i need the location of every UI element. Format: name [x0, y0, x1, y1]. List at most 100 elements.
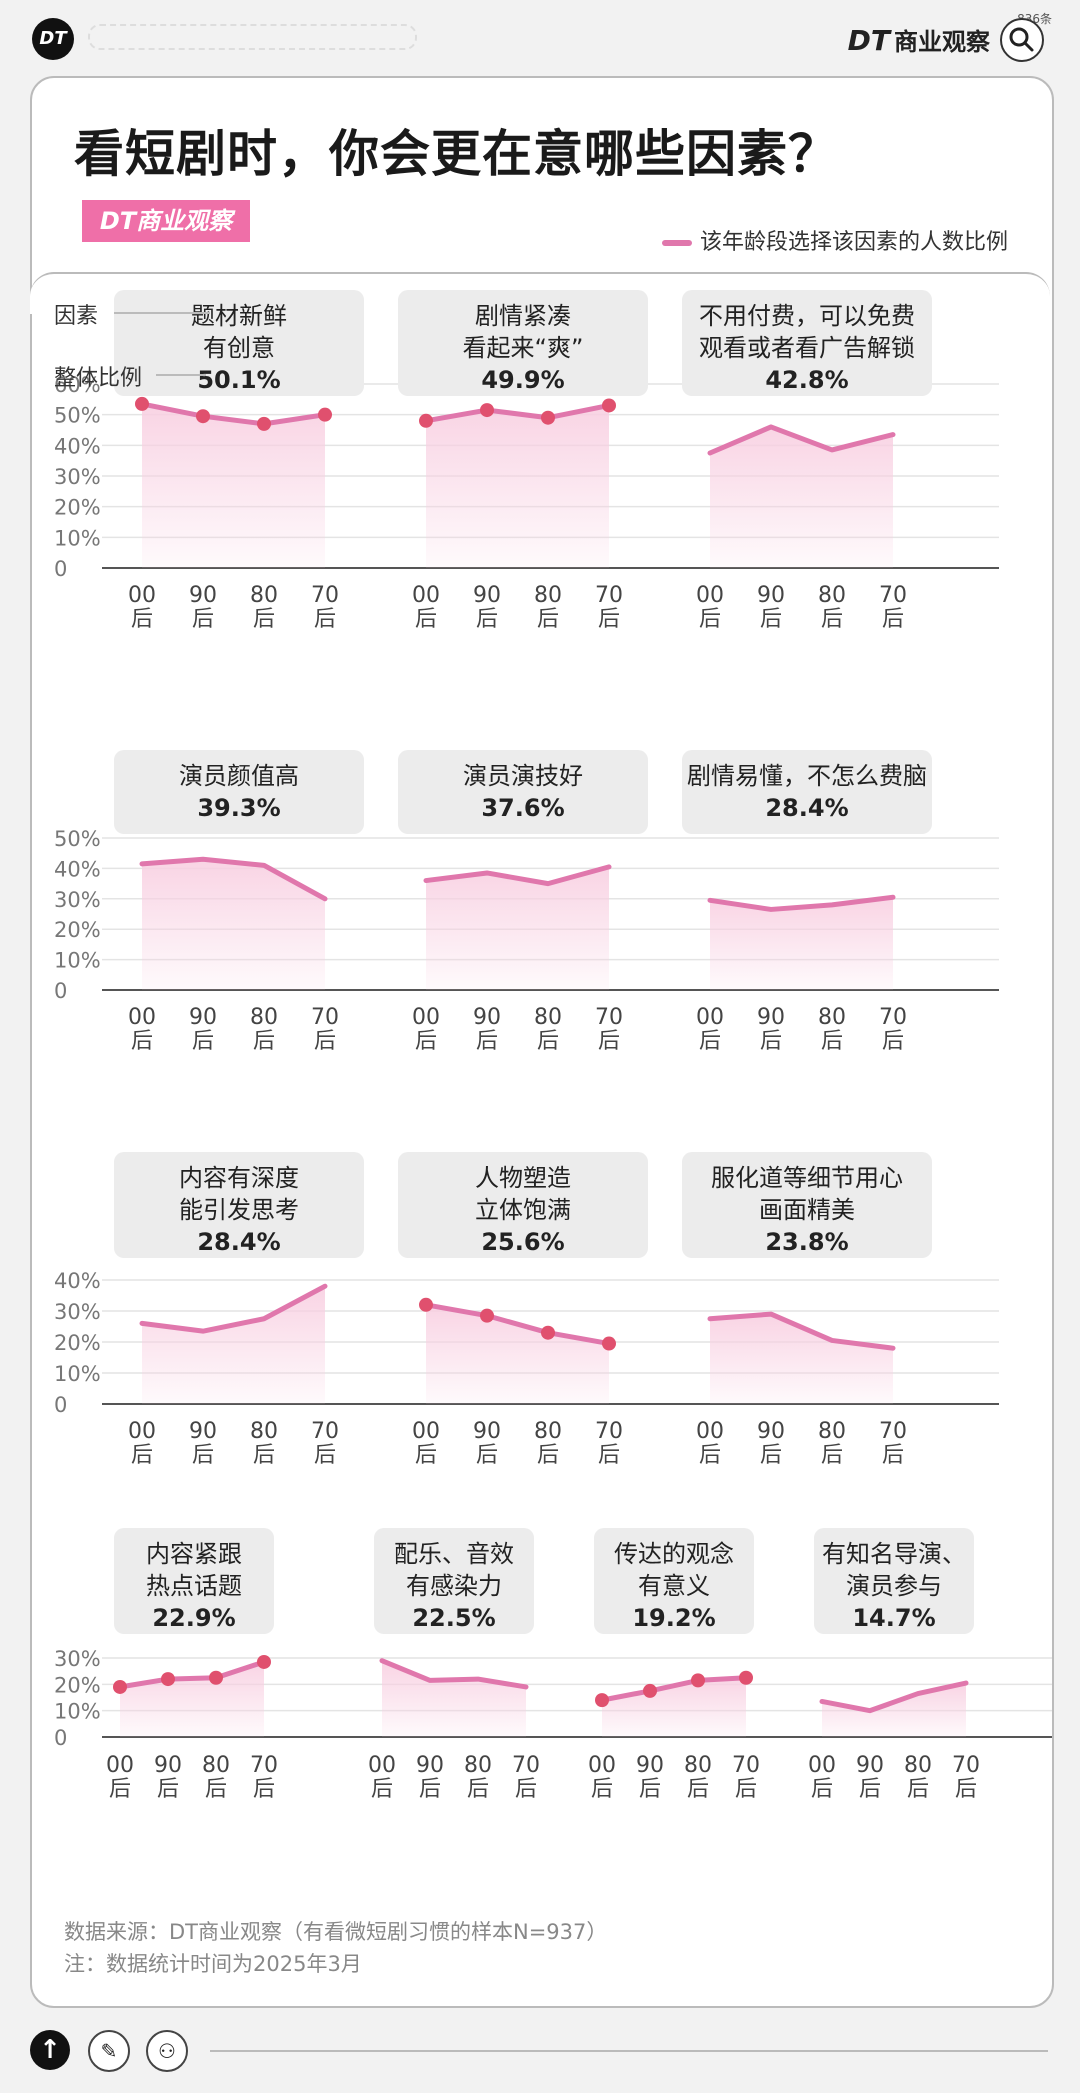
y-tick-label: 20%: [54, 1331, 101, 1355]
factor-box: [114, 1528, 274, 1634]
series-area: [142, 403, 325, 568]
x-tick-label: 00: [696, 1005, 724, 1030]
x-tick-label: 00: [412, 1419, 440, 1444]
x-tick-label: 70: [595, 1419, 623, 1444]
overall-value: 25.6%: [481, 1228, 564, 1256]
series-line: [819, 1680, 969, 1714]
factor-label: 演员演技好: [463, 762, 583, 790]
x-tick-label: 90: [757, 1005, 785, 1030]
x-tick-label: 后: [537, 1029, 559, 1054]
y-tick-label: 0: [54, 1726, 67, 1750]
y-tick-label: 40%: [54, 857, 101, 881]
factor-label: 内容有深度: [179, 1164, 299, 1192]
series-area: [382, 1660, 526, 1737]
x-tick-label: 80: [202, 1753, 230, 1778]
profile-button[interactable]: ⚇: [146, 2030, 188, 2072]
x-tick-label: 后: [821, 1443, 843, 1468]
data-point: [419, 413, 433, 428]
y-tick-label: 40%: [54, 1269, 101, 1293]
x-tick-label: 00: [106, 1753, 134, 1778]
overall-value: 49.9%: [481, 366, 564, 394]
hint-overall: 整体比例: [54, 366, 143, 391]
data-point: [318, 407, 332, 422]
page-title: 看短剧时，你会更在意哪些因素？: [74, 125, 839, 183]
data-point: [643, 1683, 657, 1698]
factor-box: [682, 750, 932, 834]
x-tick-label: 后: [253, 1777, 275, 1802]
y-tick-label: 50%: [54, 827, 101, 851]
hint-factor: 因素: [54, 304, 99, 329]
x-tick-label: 70: [311, 583, 339, 608]
hint-factor-line: [114, 312, 210, 314]
x-tick-label: 后: [253, 607, 275, 632]
legend-label: 该年龄段选择该因素的人数比例: [699, 230, 1008, 255]
x-tick-label: 70: [732, 1753, 760, 1778]
x-tick-label: 后: [314, 607, 336, 632]
x-tick-label: 后: [760, 1029, 782, 1054]
series-line: [423, 864, 612, 887]
x-tick-label: 后: [699, 607, 721, 632]
x-tick-label: 80: [250, 1419, 278, 1444]
x-tick-label: 后: [882, 607, 904, 632]
scroll-top-button[interactable]: ↑: [30, 2030, 70, 2070]
brand-badge: DT商业观察: [82, 200, 250, 242]
data-point: [419, 1297, 433, 1312]
x-tick-label: 00: [128, 583, 156, 608]
x-tick-label: 后: [415, 1029, 437, 1054]
x-tick-label: 00: [696, 583, 724, 608]
x-tick-label: 后: [687, 1777, 709, 1802]
x-tick-label: 00: [128, 1419, 156, 1444]
top-bar: DT 836条 DT 商业观察: [0, 0, 1080, 76]
data-point: [541, 1325, 555, 1340]
x-tick-label: 后: [760, 1443, 782, 1468]
x-tick-label: 后: [821, 607, 843, 632]
x-tick-label: 00: [696, 1419, 724, 1444]
edit-button[interactable]: ✎: [88, 2030, 130, 2072]
source-text: 数据来源：DT商业观察（有看微短剧习惯的样本N=937）: [64, 1920, 608, 1944]
x-tick-label: 后: [476, 607, 498, 632]
y-tick-label: 30%: [54, 1300, 101, 1324]
x-tick-label: 90: [757, 1419, 785, 1444]
bottom-divider: [210, 2050, 1048, 2052]
x-tick-label: 00: [128, 1005, 156, 1030]
factor-label: 剧情易懂，不怎么费脑: [687, 762, 927, 790]
x-tick-label: 后: [419, 1777, 441, 1802]
y-tick-label: 50%: [54, 404, 101, 428]
x-tick-label: 90: [473, 1005, 501, 1030]
x-tick-label: 后: [109, 1777, 131, 1802]
x-tick-label: 后: [415, 1443, 437, 1468]
x-tick-label: 70: [250, 1753, 278, 1778]
x-tick-label: 后: [821, 1029, 843, 1054]
series-line: [139, 1283, 328, 1334]
series-line: [707, 894, 896, 912]
x-tick-label: 后: [192, 607, 214, 632]
x-tick-label: 后: [476, 1443, 498, 1468]
data-point: [739, 1670, 753, 1685]
address-bar[interactable]: [88, 24, 417, 50]
y-tick-label: 0: [54, 1393, 67, 1417]
factor-box: [398, 750, 648, 834]
x-tick-label: 70: [512, 1753, 540, 1778]
y-tick-label: 0: [54, 557, 67, 581]
x-tick-label: 90: [189, 1005, 217, 1030]
x-tick-label: 80: [818, 1005, 846, 1030]
note-text: 注：数据统计时间为2025年3月: [64, 1952, 362, 1976]
y-tick-label: 60%: [54, 373, 101, 397]
x-tick-label: 00: [412, 1005, 440, 1030]
data-point: [541, 410, 555, 425]
site-logo[interactable]: DT: [32, 18, 74, 60]
factor-label: 看起来“爽”: [463, 334, 584, 362]
series-line: [139, 401, 328, 427]
x-tick-label: 后: [598, 1029, 620, 1054]
x-tick-label: 后: [955, 1777, 977, 1802]
x-tick-label: 70: [311, 1005, 339, 1030]
factor-label: 剧情紧凑: [475, 302, 571, 330]
factor-label: 不用付费，可以免费: [699, 302, 915, 330]
overall-value: 39.3%: [197, 794, 280, 822]
search-button[interactable]: [1000, 18, 1044, 62]
y-tick-label: 10%: [54, 1362, 101, 1386]
x-tick-label: 90: [416, 1753, 444, 1778]
x-tick-label: 70: [311, 1419, 339, 1444]
x-tick-label: 后: [639, 1777, 661, 1802]
factor-box: [814, 1528, 974, 1634]
